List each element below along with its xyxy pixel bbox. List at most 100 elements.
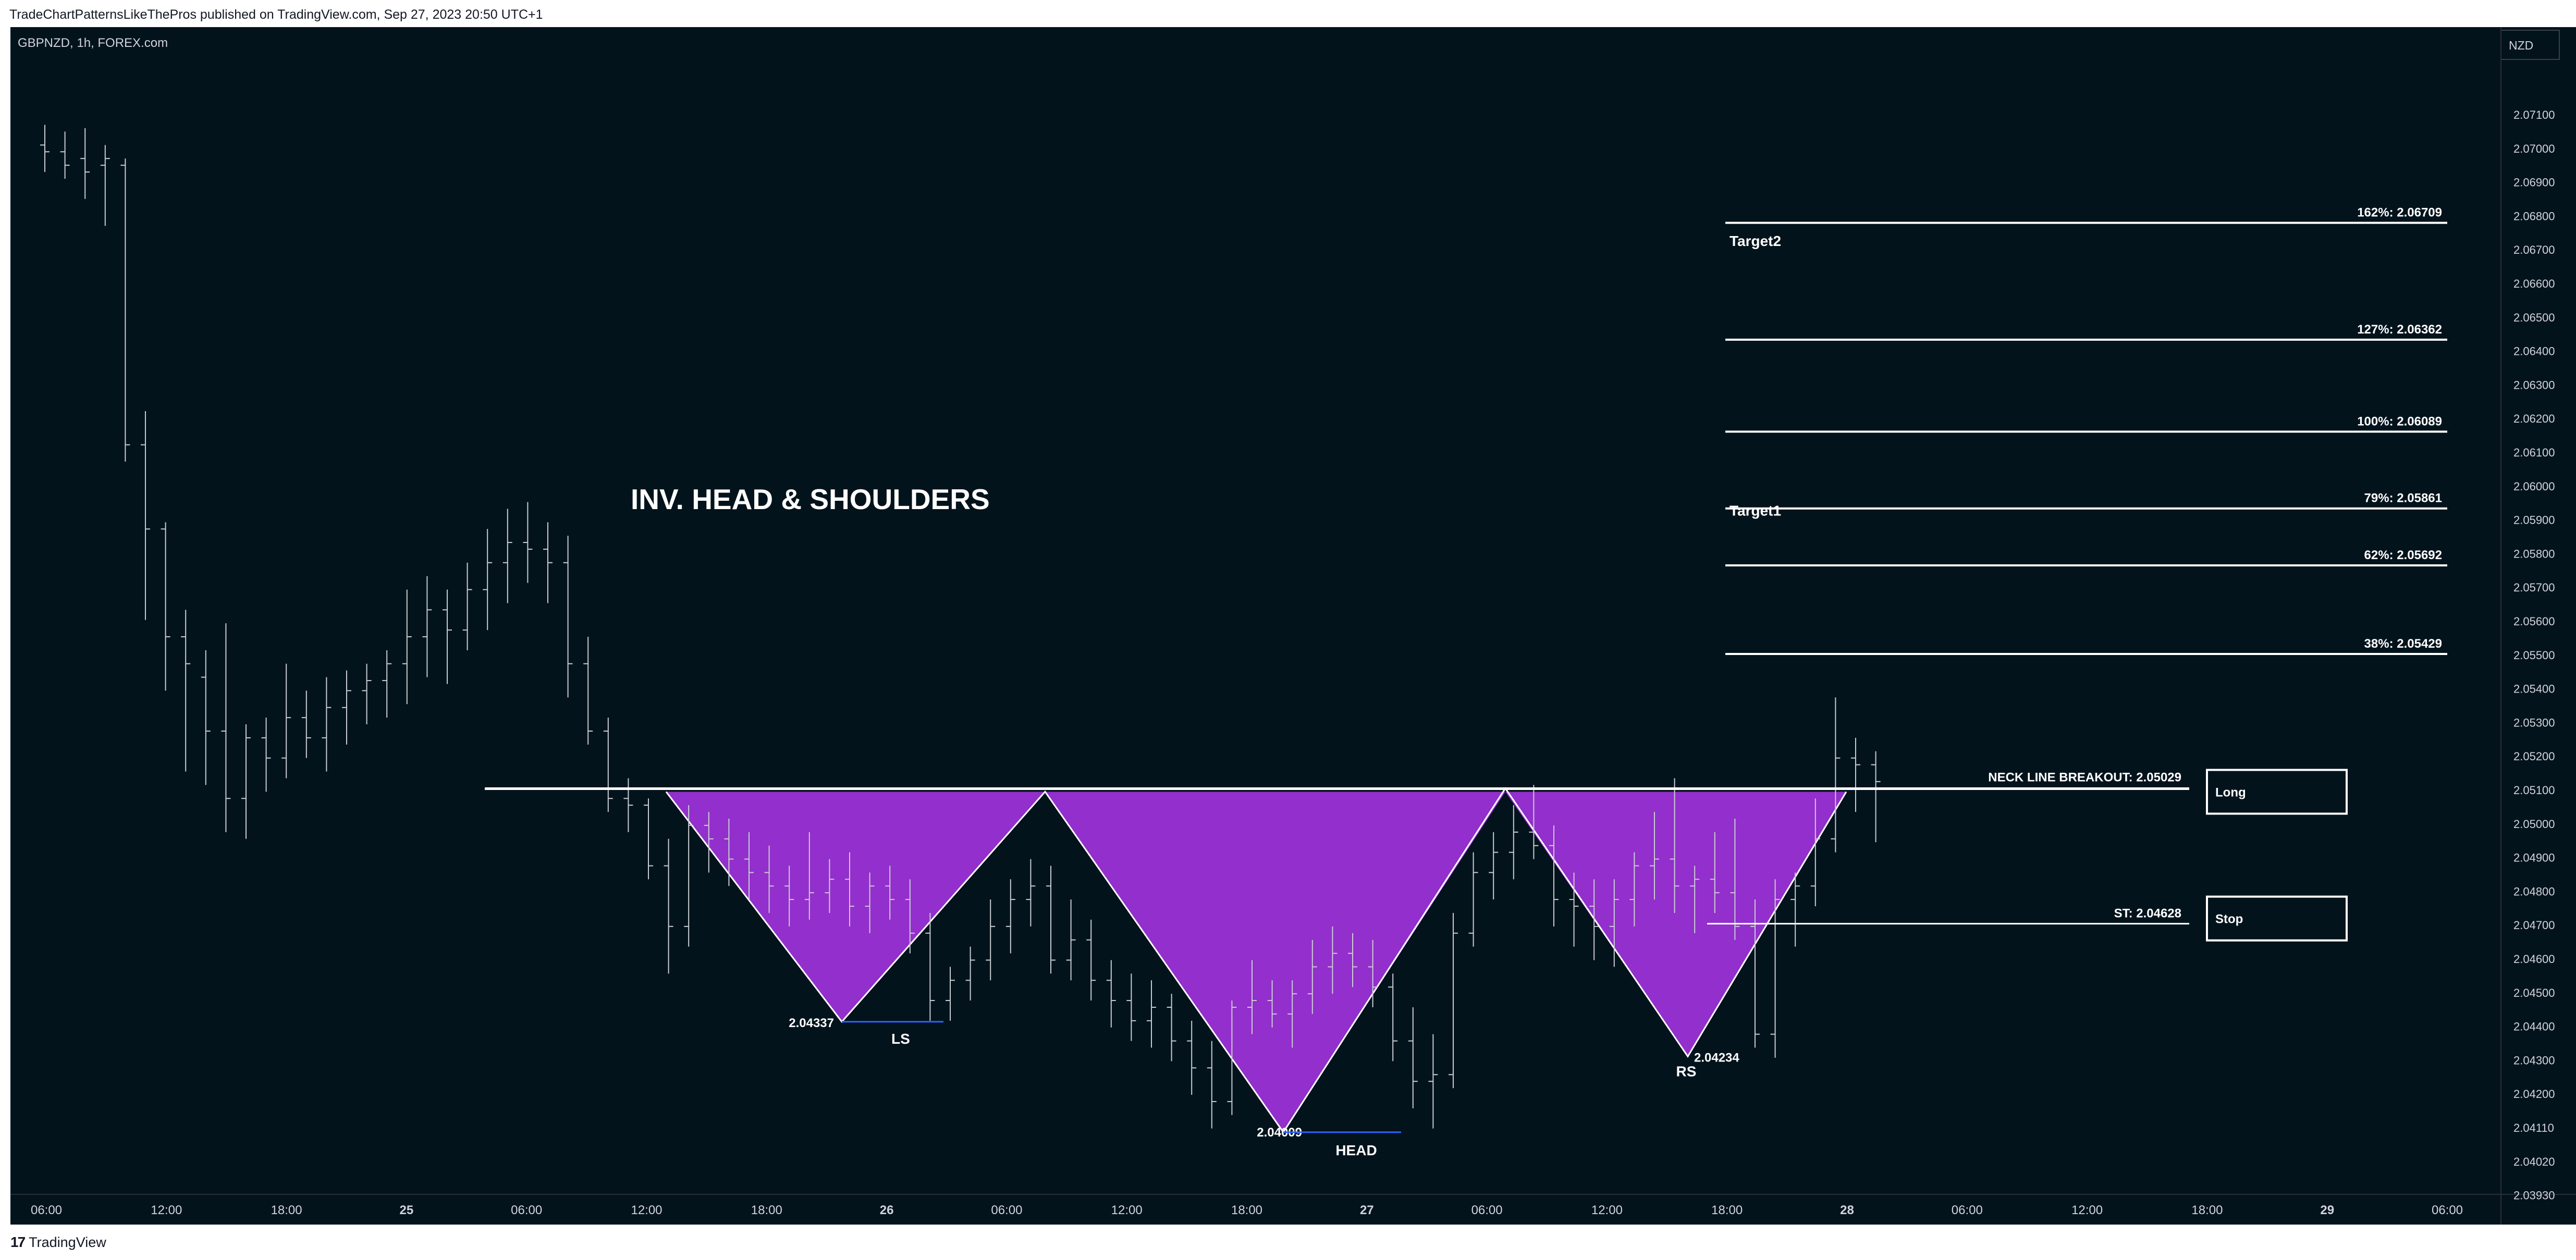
ohlc-bar [724, 819, 734, 886]
ohlc-bar [1489, 832, 1499, 900]
x-tick-label: 18:00 [2191, 1203, 2223, 1217]
ohlc-bar [1589, 879, 1599, 960]
pattern-triangle [1045, 792, 1505, 1132]
y-tick-label: 2.05000 [2513, 818, 2555, 831]
y-tick-label: 2.05600 [2513, 615, 2555, 628]
ohlc-bar [1368, 940, 1378, 1007]
ohlc-bar [1247, 960, 1257, 1034]
ohlc-bar [1770, 879, 1780, 1058]
fib-level-label: 162%: 2.06709 [2357, 206, 2442, 220]
ohlc-bar [644, 798, 653, 880]
x-tick-label: 26 [880, 1203, 894, 1217]
ohlc-bar [965, 946, 975, 1001]
ohlc-bar [825, 859, 835, 913]
y-tick-label: 2.06200 [2513, 412, 2555, 425]
ohlc-bar [986, 899, 996, 981]
order-box [2206, 895, 2348, 942]
y-tick-label: 2.06300 [2513, 378, 2555, 391]
chart-pane[interactable]: GBPNZD, 1h, FOREX.com NZD 2.07100 2.07000… [10, 27, 2576, 1225]
ohlc-bar [704, 812, 714, 873]
ohlc-bar [905, 879, 915, 954]
ohlc-bars [40, 125, 1881, 1129]
ohlc-bar [1629, 852, 1639, 927]
y-tick-label: 2.05400 [2513, 683, 2555, 696]
brand-name: TradingView [29, 1234, 106, 1250]
ohlc-bar [402, 589, 412, 705]
publish-header: TradeChartPatternsLikeThePros published … [0, 0, 2576, 27]
ohlc-bar [523, 502, 533, 583]
x-tick-label: 06:00 [31, 1203, 62, 1217]
pattern-triangle [1505, 792, 1846, 1057]
ohlc-bar [1287, 980, 1297, 1048]
time-axis[interactable]: 06:00 12:00 18:00 25 06:00 12:00 18:00 26 06:00 1… [31, 1203, 2463, 1217]
y-tick-label: 2.04020 [2513, 1155, 2555, 1168]
y-tick-label: 2.06100 [2513, 446, 2555, 459]
x-tick-label: 18:00 [1231, 1203, 1262, 1217]
ohlc-bar [1670, 778, 1679, 913]
x-tick-label: 12:00 [631, 1203, 662, 1217]
ohlc-bar [1549, 825, 1559, 927]
target-label: Target2 [1729, 233, 1781, 249]
ohlc-bar [845, 852, 854, 927]
ohlc-bar [502, 509, 512, 603]
ohlc-bar [684, 805, 694, 947]
y-tick-label: 2.03840 [2513, 1222, 2555, 1225]
ohlc-bar [141, 411, 150, 620]
ohlc-bar [1126, 973, 1136, 1041]
y-tick-label: 2.04800 [2513, 885, 2555, 898]
ohlc-bar [744, 832, 754, 900]
order-box [2206, 769, 2348, 815]
x-tick-label: 12:00 [1111, 1203, 1143, 1217]
ohlc-bar [804, 832, 814, 920]
ohlc-bar [221, 623, 231, 832]
y-tick-label: 2.04400 [2513, 1020, 2555, 1033]
ohlc-bar [543, 522, 553, 603]
ohlc-bar [1831, 697, 1841, 853]
tradingview-brand[interactable]: 17 TradingView [10, 1234, 106, 1251]
y-tick-label: 2.06500 [2513, 311, 2555, 324]
y-tick-label: 2.06700 [2513, 243, 2555, 256]
ohlc-bar [946, 967, 955, 1021]
ohlc-bar [1408, 1007, 1418, 1108]
rs-tag: RS [1676, 1063, 1697, 1079]
ohlc-bar [664, 838, 673, 974]
ohlc-bar [1227, 1000, 1237, 1115]
ohlc-bar [1449, 913, 1458, 1089]
ohlc-bar [382, 650, 392, 718]
price-axis[interactable]: 2.07100 2.07000 2.06900 2.06800 2.06700 2.066… [2513, 108, 2555, 1225]
ohlc-bar [1569, 872, 1579, 947]
y-tick-label: 2.05100 [2513, 784, 2555, 797]
chart-title: INV. HEAD & SHOULDERS [631, 483, 990, 515]
ohlc-bar [1388, 973, 1398, 1061]
ohlc-bar [1086, 919, 1096, 1001]
y-tick-label: 2.06900 [2513, 176, 2555, 189]
fib-level-label: 62%: 2.05692 [2364, 548, 2442, 562]
y-tick-label: 2.04110 [2513, 1121, 2554, 1134]
x-tick-label: 06:00 [991, 1203, 1022, 1217]
ohlc-bar [603, 718, 613, 812]
fib-level-label: 100%: 2.06089 [2357, 414, 2442, 428]
y-tick-label: 2.07100 [2513, 108, 2555, 121]
ohlc-bar [865, 872, 875, 933]
ohlc-bar [161, 522, 170, 691]
x-tick-label: 06:00 [1471, 1203, 1503, 1217]
ohlc-bar [1147, 980, 1156, 1048]
x-tick-label: 25 [400, 1203, 414, 1217]
ohlc-bar [322, 677, 332, 772]
ohlc-bar [241, 724, 251, 839]
ls-tag: LS [891, 1031, 910, 1047]
ohlc-bar [1348, 933, 1357, 987]
ohlc-bar [120, 158, 130, 462]
ohlc-bar [1267, 980, 1277, 1028]
y-tick-label: 2.05700 [2513, 581, 2555, 594]
ohlc-bar [1106, 960, 1116, 1028]
ohlc-bar [1066, 899, 1076, 981]
ohlc-bar [1046, 866, 1056, 974]
x-tick-label: 18:00 [751, 1203, 782, 1217]
tradingview-logo-icon: 17 [10, 1234, 26, 1250]
price-chart[interactable]: GBPNZD, 1h, FOREX.com NZD 2.07100 2.07000… [10, 27, 2576, 1225]
pattern-triangle [666, 792, 1045, 1022]
y-tick-label: 2.04900 [2513, 851, 2555, 864]
ohlc-bar [764, 845, 774, 913]
ohlc-bar [1710, 832, 1720, 913]
